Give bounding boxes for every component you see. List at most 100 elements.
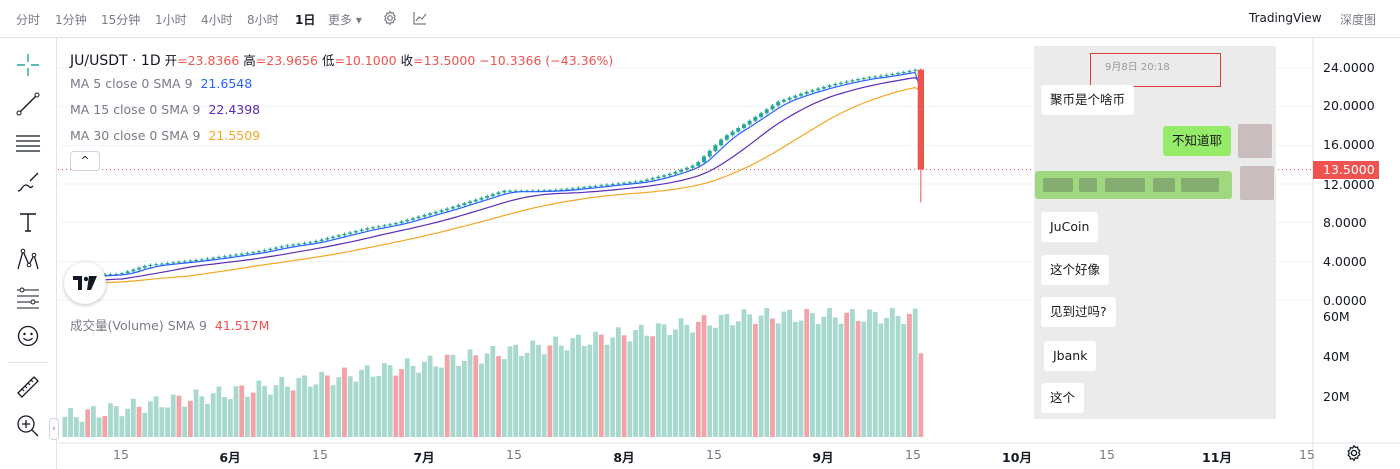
candle-body	[719, 139, 724, 146]
volume-bar	[678, 318, 684, 437]
pattern-tool[interactable]	[14, 246, 42, 274]
interval-tick[interactable]: 分时	[16, 13, 41, 27]
zoom-in-icon	[17, 415, 39, 437]
volume-bar	[616, 327, 621, 437]
volume-bar	[125, 408, 131, 437]
chart-settings-gear-icon[interactable]	[1345, 444, 1363, 462]
tradingview-tab[interactable]: TradingView	[1249, 11, 1322, 25]
text-tool[interactable]	[14, 208, 42, 236]
toolbar-collapse-tab[interactable]: ‹	[49, 418, 59, 440]
volume-bar	[518, 355, 524, 437]
volume-bar	[285, 386, 290, 437]
candle-body	[479, 197, 484, 200]
candle-body	[736, 128, 741, 132]
settings-gear-icon[interactable]	[382, 10, 398, 26]
tradingview-logo[interactable]	[64, 262, 106, 304]
measure-tool[interactable]	[14, 373, 42, 401]
volume-bar	[735, 321, 741, 437]
parallel-channel-tool[interactable]	[14, 129, 42, 157]
candle-body	[199, 259, 204, 261]
volume-bar	[713, 327, 718, 437]
candle-body	[393, 223, 398, 225]
candle-body	[205, 258, 210, 260]
volume-bar	[513, 344, 519, 437]
volume-bar	[667, 335, 673, 437]
volume-bar	[364, 365, 370, 437]
ma15-legend[interactable]: MA 15 close 0 SMA 9 22.4398	[70, 102, 260, 117]
candle-body	[485, 196, 490, 198]
trend-line-tool[interactable]	[14, 90, 42, 118]
candle-body	[702, 156, 706, 163]
candle-body	[125, 271, 130, 274]
candle-body	[856, 79, 861, 81]
candle-body	[627, 182, 632, 184]
interval-1d[interactable]: 1日	[295, 13, 316, 27]
volume-bar	[370, 376, 376, 437]
candle-body	[707, 150, 712, 157]
volume-legend-value: 41.517M	[214, 318, 270, 333]
volume-bar	[581, 345, 587, 437]
more-intervals-dropdown[interactable]: 更多 ▾	[328, 11, 362, 28]
fib-tool[interactable]	[14, 284, 42, 312]
zoom-in-tool[interactable]	[14, 412, 42, 440]
candle-body	[502, 190, 507, 193]
volume-bar	[901, 323, 907, 437]
volume-tick: 20M	[1323, 389, 1350, 404]
volume-bar	[770, 318, 775, 437]
depth-chart-tab[interactable]: 深度图	[1340, 13, 1377, 27]
indicators-icon[interactable]	[412, 10, 428, 26]
candle-body	[376, 226, 381, 228]
volume-bar	[558, 345, 564, 437]
candle-body	[867, 77, 872, 79]
candle-body	[256, 251, 261, 253]
ma5-value: 21.6548	[200, 76, 253, 91]
emoji-tool[interactable]	[14, 322, 42, 350]
candle-body	[331, 236, 336, 239]
candle-body	[228, 255, 233, 257]
interval-8h[interactable]: 8小时	[247, 13, 279, 27]
current-price-label: 13.5000	[1313, 161, 1379, 179]
volume-bar	[650, 336, 656, 437]
chat-message: 聚币是个啥币	[1041, 85, 1135, 115]
ma5-legend[interactable]: MA 5 close 0 SMA 9 21.6548	[70, 76, 252, 91]
legend-collapse-button[interactable]: ^	[70, 151, 100, 171]
price-tick: 4.0000	[1323, 254, 1367, 269]
volume-bar	[644, 335, 650, 437]
interval-1m[interactable]: 1分钟	[55, 13, 87, 27]
candle-body	[137, 267, 142, 270]
candle-body	[913, 69, 918, 71]
interval-4h[interactable]: 4小时	[201, 13, 233, 27]
candle-body	[165, 263, 170, 265]
volume-bar	[347, 376, 353, 437]
candle-body	[656, 176, 661, 179]
candle-body	[313, 240, 318, 243]
candle-body	[759, 113, 764, 117]
volume-bar	[673, 329, 678, 437]
chat-message: 见到过吗?	[1041, 297, 1116, 327]
volume-bar	[547, 345, 553, 437]
candle-body	[633, 181, 638, 183]
ma30-legend[interactable]: MA 30 close 0 SMA 9 21.5509	[70, 128, 260, 143]
volume-bar	[810, 313, 815, 437]
candle-body	[348, 232, 353, 234]
crosshair-tool[interactable]	[14, 51, 42, 79]
volume-legend[interactable]: 成交量(Volume) SMA 9 41.517M	[70, 315, 269, 334]
volume-bar	[787, 309, 792, 437]
volume-bar	[633, 330, 638, 437]
candle-body	[667, 173, 672, 176]
volume-bar	[804, 308, 810, 437]
volume-bar	[884, 317, 890, 437]
brush-tool[interactable]	[14, 169, 42, 197]
candle-body	[610, 184, 615, 186]
candle-body	[142, 265, 147, 268]
interval-15m[interactable]: 15分钟	[101, 13, 141, 27]
volume-bar	[473, 355, 479, 437]
candle-body	[353, 231, 358, 233]
interval-1h[interactable]: 1小时	[155, 13, 187, 27]
change-value: −10.3366 (−43.36%)	[479, 53, 614, 68]
candle-body	[622, 182, 627, 184]
candle-body	[456, 205, 461, 207]
close-label: 收	[400, 53, 414, 68]
volume-bar	[399, 369, 404, 437]
symbol-title[interactable]: JU/USDT · 1D	[70, 53, 161, 69]
